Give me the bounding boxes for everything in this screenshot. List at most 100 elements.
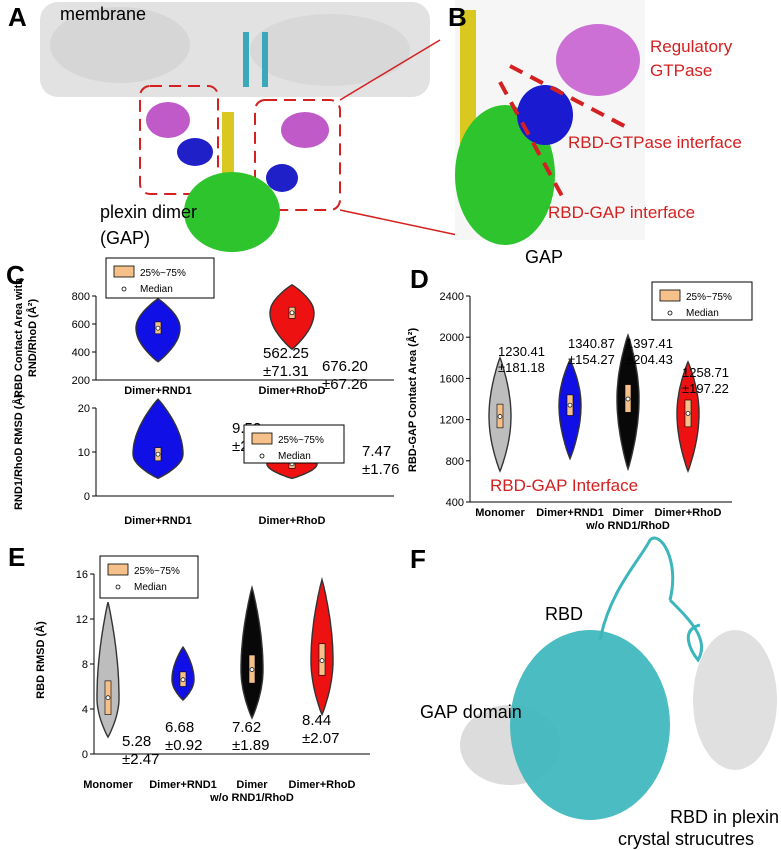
legend-box-label: 25%~75% xyxy=(134,566,180,577)
mean-label: 1258.71 xyxy=(682,365,729,380)
sd-label: ±1.76 xyxy=(362,461,399,478)
y-tick-label: 2000 xyxy=(440,332,464,344)
mean-label: 7.62 xyxy=(232,719,261,736)
regulatory-gtpase-label-sub: GTPase xyxy=(650,61,712,80)
panel-letter-d: D xyxy=(410,264,429,294)
y-tick-label: 200 xyxy=(72,375,90,387)
gap-label: GAP xyxy=(525,247,563,267)
x-category-label: Monomer xyxy=(475,507,525,519)
y-axis-label: RBD RMSD (Å) xyxy=(34,621,47,699)
x-category-label: Dimer+RND1 xyxy=(149,779,217,791)
gap-domain-surface xyxy=(693,630,777,770)
panel-b: B Regulatory GTPase RBD-GTPase interface… xyxy=(448,0,742,267)
x-category-label: Dimer+RhoD xyxy=(655,507,722,519)
membrane-label: membrane xyxy=(60,4,146,24)
panel-letter-f: F xyxy=(410,544,426,574)
median-marker xyxy=(289,310,295,316)
mean-label: 7.47 xyxy=(362,443,391,460)
x-category-label: Dimer+RhoD xyxy=(259,385,326,397)
y-tick-label: 10 xyxy=(78,447,90,459)
panel-f: F RBD GAP domain RBD in plexin crystal s… xyxy=(410,536,779,849)
zoom-line xyxy=(339,209,463,237)
mean-label: 562.25 xyxy=(263,345,309,362)
mean-label: 1230.41 xyxy=(498,344,545,359)
panel-letter-c: C xyxy=(6,260,25,290)
sd-label: ±67.26 xyxy=(322,376,368,393)
y-tick-label: 20 xyxy=(78,403,90,415)
sd-label: ±1.89 xyxy=(232,737,269,754)
y-tick-label: 0 xyxy=(82,749,88,761)
x-category-label: Monomer xyxy=(83,779,133,791)
legend-median-label: Median xyxy=(140,284,173,295)
violin-Monomer xyxy=(96,601,120,739)
dashed-box-left xyxy=(139,85,219,195)
median-marker xyxy=(497,414,503,419)
x-category-label: Dimer xyxy=(236,779,268,791)
rbd-left xyxy=(177,138,213,166)
sd-label: ±204.43 xyxy=(626,352,673,367)
y-axis-label-line2: RND/RhoD (Å²) xyxy=(26,299,39,378)
rbd-loop xyxy=(668,598,704,663)
legend-median-marker xyxy=(115,584,121,590)
median-marker xyxy=(155,325,161,331)
chart-d: 400 800 1200 1600 2000 2400 RBD-GAP Contact Ar… xyxy=(406,281,753,532)
x-category-label: Dimer+RND1 xyxy=(124,515,192,527)
legend-box-swatch xyxy=(251,432,273,445)
y-axis-label: RND1/RhoD RMSD (Å) xyxy=(12,394,25,510)
zoom-line xyxy=(339,39,441,101)
rbd xyxy=(517,85,573,145)
y-tick-label: 1200 xyxy=(440,415,464,427)
median-marker xyxy=(155,451,161,457)
crystal-label: RBD in plexin xyxy=(670,807,779,827)
legend-median-marker xyxy=(121,286,127,292)
transmembrane-helix xyxy=(243,32,249,87)
x-category-label: Dimer+RhoD xyxy=(259,515,326,527)
median-marker xyxy=(625,396,631,402)
x-category-label: Dimer+RND1 xyxy=(124,385,192,397)
chart-annotation: RBD-GAP Interface xyxy=(490,476,638,495)
sd-label: ±197.22 xyxy=(682,381,729,396)
legend-median-label: Median xyxy=(278,451,311,462)
legend-box-label: 25%~75% xyxy=(278,435,324,446)
legend-box-swatch xyxy=(113,265,135,278)
violin-Dimer+RND1 xyxy=(132,398,184,480)
y-tick-label: 12 xyxy=(76,614,88,626)
x-category-sublabel: w/o RND1/RhoD xyxy=(585,520,670,532)
median-marker xyxy=(180,677,186,683)
y-tick-label: 2400 xyxy=(440,291,464,303)
y-tick-label: 4 xyxy=(82,704,88,716)
helix-yellow xyxy=(222,112,234,182)
sd-label: ±71.31 xyxy=(263,363,309,380)
chart-e: 0 4 8 12 16 RBD RMSD (Å) 5.28±2.47 6.68±0.92 7.6… xyxy=(34,555,370,804)
dashed-box-right xyxy=(254,99,341,211)
legend-median-marker xyxy=(667,310,673,316)
gtpase-left xyxy=(146,102,190,138)
legend-box-swatch xyxy=(107,563,129,576)
median-marker xyxy=(567,402,573,408)
x-category-sublabel: w/o RND1/RhoD xyxy=(209,792,294,804)
panel-a: A membrane plexin dimer (GAP) xyxy=(8,2,463,252)
median-marker xyxy=(249,667,255,672)
gap-domain-label: GAP domain xyxy=(420,702,522,722)
legend-box-label: 25%~75% xyxy=(140,268,186,279)
rbd-loop xyxy=(598,536,675,641)
y-tick-label: 8 xyxy=(82,659,88,671)
legend-median-label: Median xyxy=(686,308,719,319)
panel-letter-e: E xyxy=(8,542,25,572)
violin-Dimer xyxy=(240,584,264,720)
panel-letter-b: B xyxy=(448,2,467,32)
chart-c-top: 200 400 600 800 RBD Contact Area with RND/Rho… xyxy=(13,257,394,398)
gap-domain xyxy=(184,172,280,252)
dimer-label-sub: (GAP) xyxy=(100,228,150,248)
median-marker xyxy=(319,658,325,663)
rbd-label: RBD xyxy=(545,604,583,624)
mean-label: 8.44 xyxy=(302,712,331,729)
y-axis-label: RBD-GAP Contact Area (Å²) xyxy=(406,328,419,473)
mean-label: 676.20 xyxy=(322,358,368,375)
median-marker xyxy=(105,695,111,701)
regulatory-gtpase xyxy=(556,24,640,96)
y-tick-label: 400 xyxy=(446,497,464,509)
y-tick-label: 0 xyxy=(84,491,90,503)
panel-letter-a: A xyxy=(8,2,27,32)
